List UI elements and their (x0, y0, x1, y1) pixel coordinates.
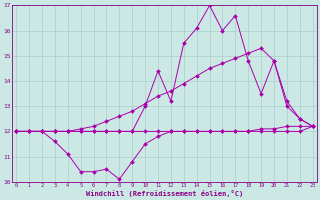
X-axis label: Windchill (Refroidissement éolien,°C): Windchill (Refroidissement éolien,°C) (86, 190, 243, 197)
